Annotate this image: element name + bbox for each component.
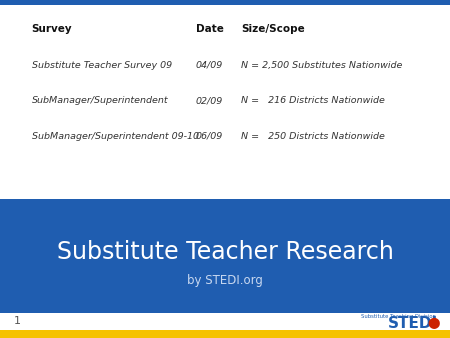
Text: Substitute Teaching Division: Substitute Teaching Division xyxy=(361,314,436,319)
Text: 04/09: 04/09 xyxy=(196,61,223,70)
Text: SubManager/Superintendent 09-10: SubManager/Superintendent 09-10 xyxy=(32,132,198,141)
Text: STEDI: STEDI xyxy=(388,316,438,331)
Text: Date: Date xyxy=(196,24,224,34)
Text: Size/Scope: Size/Scope xyxy=(241,24,305,34)
Bar xyxy=(0,167,450,199)
Text: 1: 1 xyxy=(14,316,21,326)
Text: by STEDI.org: by STEDI.org xyxy=(187,274,263,287)
Bar xyxy=(0,330,450,338)
Text: N =   250 Districts Nationwide: N = 250 Districts Nationwide xyxy=(241,132,385,141)
Text: Substitute Teacher Survey 09: Substitute Teacher Survey 09 xyxy=(32,61,171,70)
Bar xyxy=(0,0,450,5)
Text: Survey: Survey xyxy=(32,24,72,34)
Text: SubManager/Superintendent: SubManager/Superintendent xyxy=(32,96,168,105)
Text: 02/09: 02/09 xyxy=(196,96,223,105)
Text: N = 2,500 Substitutes Nationwide: N = 2,500 Substitutes Nationwide xyxy=(241,61,402,70)
Text: 06/09: 06/09 xyxy=(196,132,223,141)
Text: N =   216 Districts Nationwide: N = 216 Districts Nationwide xyxy=(241,96,385,105)
Bar xyxy=(0,5,450,167)
Text: ⬤: ⬤ xyxy=(427,317,440,329)
Text: Substitute Teacher Research: Substitute Teacher Research xyxy=(57,240,393,264)
Bar xyxy=(0,313,450,330)
Bar xyxy=(0,199,450,313)
